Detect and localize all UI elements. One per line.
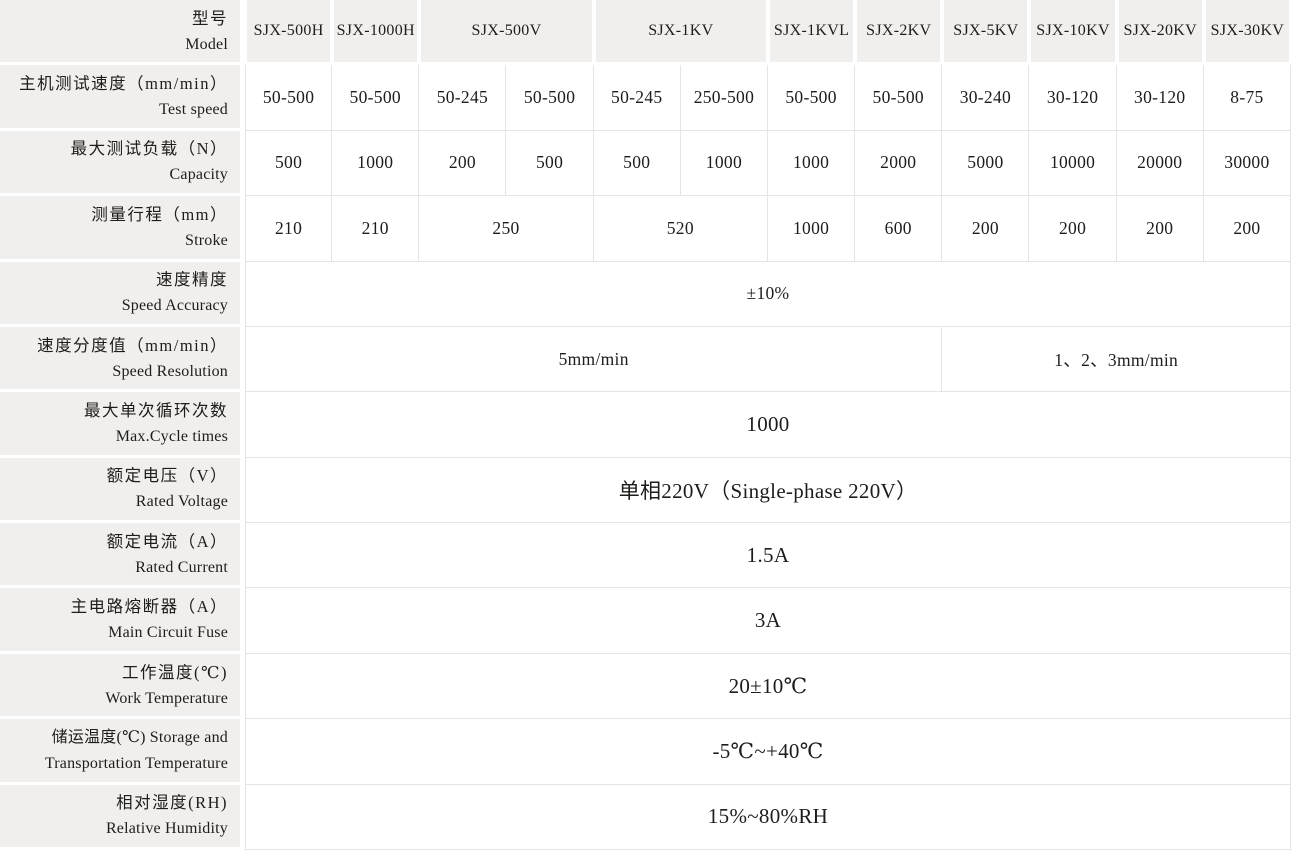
row-label-zh: 速度精度 — [156, 270, 228, 290]
model-header-sjx-500v: SJX-500V — [419, 0, 594, 66]
row-label-zh: 额定电流（A） — [106, 531, 228, 551]
value-cell: 1000 — [680, 130, 768, 197]
row-label-zh: 测量行程（mm） — [91, 204, 228, 224]
model-header-sjx-30kv: SJX-30KV — [1203, 0, 1291, 66]
row-label-test-speed: 主机测试速度（mm/min） Test speed — [0, 65, 245, 131]
value-cell: 20±10℃ — [245, 653, 1291, 720]
row-label-zh: 最大测试负载（N） — [70, 139, 228, 159]
row-label-en: Rated Voltage — [135, 493, 228, 511]
value-cell: 250-500 — [680, 65, 768, 131]
row-label-zh: 额定电压（V） — [106, 466, 228, 486]
row-label-rated-voltage: 额定电压（V） Rated Voltage — [0, 457, 245, 524]
row-label-zh: 主机测试速度（mm/min） — [19, 74, 228, 94]
value-cell: 5mm/min — [245, 326, 943, 393]
value-cell: 200 — [1116, 196, 1204, 262]
value-cell: 50-500 — [767, 65, 856, 131]
value-cell: 50-245 — [419, 65, 507, 131]
row-label-en: Stroke — [185, 231, 228, 249]
value-cell: 5000 — [942, 130, 1030, 197]
value-cell: 500 — [593, 130, 681, 197]
model-header-sjx-1kv: SJX-1KV — [593, 0, 768, 66]
value-cell: 15%~80%RH — [245, 784, 1291, 850]
value-cell: 250 — [419, 196, 594, 262]
row-label-en: Transportation Temperature — [44, 754, 228, 772]
row-label-zh: 型号 — [192, 8, 228, 28]
row-label-speed-accuracy: 速度精度 Speed Accuracy — [0, 261, 245, 327]
row-label-stroke: 测量行程（mm） Stroke — [0, 196, 245, 262]
value-cell: 30-120 — [1116, 65, 1204, 131]
value-cell: 20000 — [1116, 130, 1204, 197]
row-label-work-temperature: 工作温度(℃) Work Temperature — [0, 653, 245, 720]
model-header-sjx-20kv: SJX-20KV — [1116, 0, 1204, 66]
value-cell: 10000 — [1029, 130, 1117, 197]
row-label-zh: 相对湿度(RH) — [116, 793, 228, 813]
row-label-max-cycle-times: 最大单次循环次数 Max.Cycle times — [0, 392, 245, 458]
row-label-relative-humidity: 相对湿度(RH) Relative Humidity — [0, 784, 245, 850]
row-label-en: Relative Humidity — [105, 820, 228, 838]
row-label-zh: 主电路熔断器（A） — [70, 597, 228, 617]
value-cell: 30-120 — [1029, 65, 1117, 131]
value-cell: 2000 — [855, 130, 943, 197]
value-cell: 200 — [1029, 196, 1117, 262]
value-cell: 1.5A — [245, 523, 1291, 589]
row-label-model: 型号 Model — [0, 0, 245, 66]
row-label-main-circuit-fuse: 主电路熔断器（A） Main Circuit Fuse — [0, 588, 245, 654]
value-cell: 50-245 — [593, 65, 681, 131]
model-header-sjx-2kv: SJX-2KV — [855, 0, 943, 66]
value-cell: -5℃~+40℃ — [245, 719, 1291, 785]
row-label-en: Main Circuit Fuse — [108, 624, 228, 642]
value-cell: 50-500 — [855, 65, 943, 131]
row-label-en: Speed Resolution — [112, 362, 228, 380]
value-cell: 1、2、3mm/min — [942, 326, 1291, 393]
model-header-sjx-500h: SJX-500H — [245, 0, 333, 66]
value-cell: 600 — [855, 196, 943, 262]
value-cell: 500 — [245, 130, 333, 197]
value-cell: 1000 — [767, 130, 856, 197]
row-label-zh: 最大单次循环次数 — [84, 400, 228, 420]
row-label-en: Rated Current — [135, 558, 228, 576]
row-label-en: Capacity — [169, 166, 228, 184]
value-cell: ±10% — [245, 261, 1291, 327]
row-label-en: Model — [185, 35, 228, 53]
row-label-capacity: 最大测试负载（N） Capacity — [0, 130, 245, 197]
value-cell: 210 — [245, 196, 333, 262]
value-cell: 30000 — [1203, 130, 1291, 197]
value-cell: 单相220V（Single-phase 220V） — [245, 457, 1291, 524]
value-cell: 1000 — [332, 130, 420, 197]
row-label-speed-resolution: 速度分度值（mm/min） Speed Resolution — [0, 326, 245, 393]
model-header-sjx-1000h: SJX-1000H — [332, 0, 420, 66]
value-cell: 1000 — [767, 196, 856, 262]
row-label-en: Work Temperature — [105, 689, 228, 707]
value-cell: 200 — [419, 130, 507, 197]
value-cell: 1000 — [245, 392, 1291, 458]
value-cell: 200 — [1203, 196, 1291, 262]
value-cell: 3A — [245, 588, 1291, 654]
row-label-en: Test speed — [159, 101, 228, 119]
value-cell: 30-240 — [942, 65, 1030, 131]
row-label-zh: 储运温度(℃) Storage and — [51, 728, 228, 746]
row-label-storage-temperature: 储运温度(℃) Storage and Transportation Tempe… — [0, 719, 245, 785]
row-label-zh: 速度分度值（mm/min） — [37, 335, 228, 355]
value-cell: 210 — [332, 196, 420, 262]
row-label-en: Max.Cycle times — [115, 427, 228, 445]
row-label-zh: 工作温度(℃) — [122, 662, 228, 682]
value-cell: 50-500 — [506, 65, 594, 131]
model-header-sjx-1kvl: SJX-1KVL — [767, 0, 856, 66]
model-header-sjx-10kv: SJX-10KV — [1029, 0, 1117, 66]
value-cell: 200 — [942, 196, 1030, 262]
value-cell: 8-75 — [1203, 65, 1291, 131]
value-cell: 50-500 — [245, 65, 333, 131]
value-cell: 500 — [506, 130, 594, 197]
value-cell: 520 — [593, 196, 768, 262]
model-header-sjx-5kv: SJX-5KV — [942, 0, 1030, 66]
row-label-rated-current: 额定电流（A） Rated Current — [0, 523, 245, 589]
value-cell: 50-500 — [332, 65, 420, 131]
row-label-en: Speed Accuracy — [121, 297, 228, 315]
